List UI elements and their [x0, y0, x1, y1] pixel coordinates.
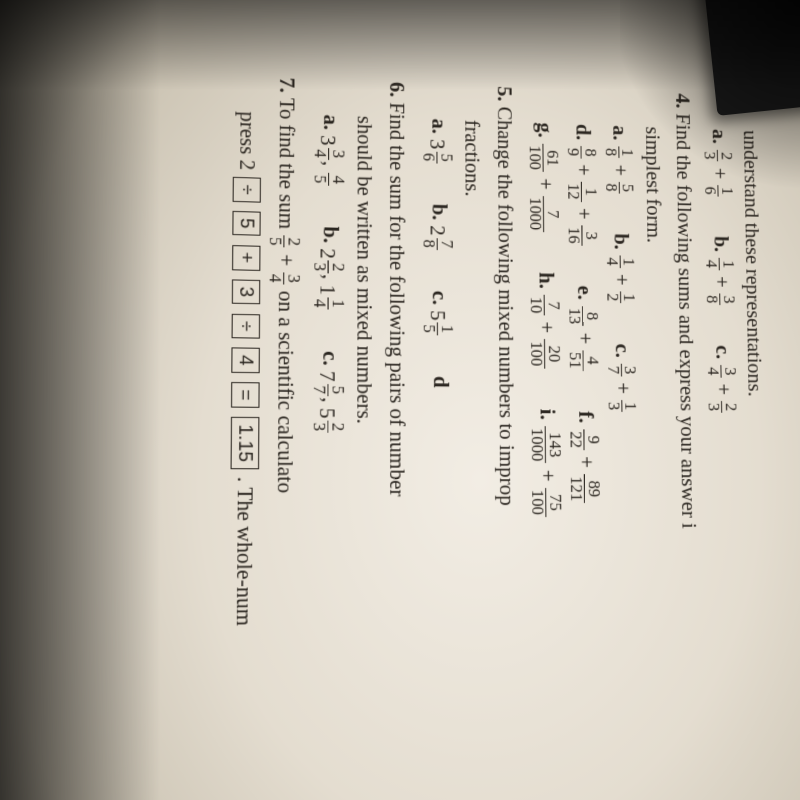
key-plus: +: [232, 245, 261, 271]
q4-e: e. 813 + 451: [565, 285, 600, 372]
frac: 34: [266, 272, 302, 285]
frac: 710: [527, 295, 561, 316]
frac: 23: [701, 149, 734, 162]
q5b: b. 278: [420, 203, 455, 251]
txt: press 2: [235, 111, 260, 176]
key-5: 5: [232, 211, 261, 236]
qnum: 7.: [275, 77, 300, 94]
q4-a: a. 18 + 58: [601, 125, 635, 195]
qtext: Find the sum for the following pairs of …: [385, 102, 410, 496]
frac: 38: [703, 293, 736, 306]
q4-b: b. 14 + 12: [603, 233, 637, 305]
q4-g: g. 61100 + 71000: [526, 122, 561, 234]
frac: 23: [705, 401, 738, 413]
q5a: a. 356: [420, 118, 455, 165]
frac: 14: [702, 258, 735, 271]
frac: 71000: [527, 195, 561, 233]
label: a.: [708, 129, 731, 145]
frac: 75100: [529, 488, 564, 517]
frac: 89: [564, 146, 598, 159]
q4-c: c. 37 + 13: [604, 343, 639, 413]
r3-a: a. 23 + 16: [700, 128, 734, 198]
frac: 316: [565, 225, 599, 246]
key-4: 4: [231, 348, 260, 373]
qtext2: should be written as mixed numbers.: [349, 80, 379, 800]
q4-d: d. 89 + 112 + 316: [564, 123, 599, 247]
page: understand these representations. a. 23 …: [0, 0, 800, 800]
op: +: [710, 276, 733, 288]
r3-c: c. 34 + 23: [704, 345, 738, 414]
q5: 5. Change the following mixed numbers to…: [490, 86, 524, 800]
key-equals: =: [231, 382, 260, 408]
q6b: b. 223, 114: [310, 226, 346, 311]
r3-b: b. 14 + 38: [702, 235, 736, 306]
qtext: Find the following sums and express your…: [672, 113, 701, 529]
frac: 37: [604, 364, 638, 377]
op: +: [712, 383, 735, 395]
frac: 58: [602, 181, 636, 194]
frac: 16: [701, 184, 734, 197]
frac: 813: [566, 306, 600, 327]
label: c.: [711, 345, 734, 359]
q6: 6. Find the sum for the following pairs …: [383, 81, 413, 800]
frac: 13: [604, 400, 638, 413]
page-content: understand these representations. a. 23 …: [178, 0, 800, 800]
frac: 112: [564, 181, 598, 202]
q4-row: d. 89 + 112 + 316 e. 813 + 451 f. 922 + 89…: [564, 89, 607, 800]
op: +: [708, 167, 731, 179]
q6-items: a. 334, 45 b. 223, 114 c. 757, 523: [307, 78, 346, 800]
q6a: a. 334, 45: [311, 114, 347, 187]
key-divide: ÷: [231, 313, 260, 338]
frac: 25: [266, 235, 302, 248]
frac: 451: [566, 350, 600, 371]
frac: 14: [603, 255, 637, 268]
q4-h: h. 710 + 20100: [527, 272, 562, 370]
label: b.: [709, 236, 732, 253]
q5d: d: [420, 376, 455, 388]
qtext-b: on a scientific calculato: [273, 291, 299, 493]
frac: 18: [602, 146, 636, 159]
qtext2: fractions.: [458, 84, 491, 800]
q4-row: g. 61100 + 71000 h. 710 + 20100 i. 1431000…: [526, 87, 568, 800]
frac: 1431000: [528, 426, 563, 464]
qnum: 6.: [385, 81, 409, 97]
plus: +: [274, 254, 299, 272]
qnum: 4.: [671, 93, 694, 109]
frac: 12: [603, 291, 637, 304]
key-answer: 1.15: [230, 417, 259, 469]
q4-i: i. 1431000 + 75100: [528, 409, 563, 518]
q5-items: a. 356 b. 278 c. 515 d: [420, 83, 458, 800]
key-3: 3: [232, 279, 261, 304]
key-divide: ÷: [233, 177, 262, 202]
q7: 7. To find the sum 25 + 34 on a scientif…: [262, 77, 303, 800]
frac: 61100: [526, 143, 560, 172]
qtext: Change the following mixed numbers to im…: [493, 106, 519, 506]
frac: 34: [704, 365, 737, 377]
q5c: c. 515: [420, 290, 455, 336]
q7-line2: press 2 ÷ 5 + 3 ÷ 4 = 1.15 . The whole-n…: [226, 75, 263, 800]
q6c: c. 757, 523: [310, 351, 346, 435]
shadow-bottom: [0, 0, 160, 800]
frac: 20100: [528, 339, 562, 368]
frac: 922: [567, 429, 601, 450]
txt: . The whole-num: [232, 477, 258, 626]
q4-f: f. 922 + 89121: [567, 411, 602, 504]
frac: 89121: [567, 474, 602, 503]
qnum: 5.: [492, 86, 516, 102]
qtext-a: To find the sum: [274, 97, 299, 234]
